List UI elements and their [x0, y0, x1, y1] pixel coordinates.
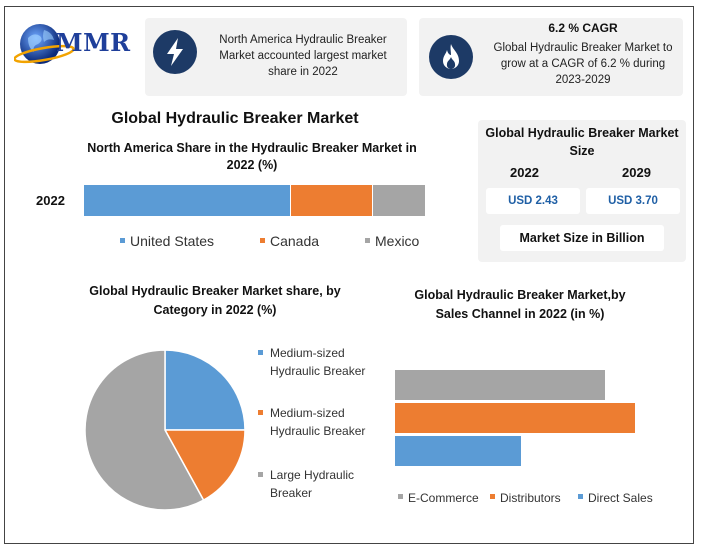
legend-swatch	[258, 410, 263, 415]
legend-label: Distributors	[500, 491, 561, 505]
sales-channel-bar-chart	[395, 370, 635, 466]
legend-label: Mexico	[375, 233, 420, 249]
market-size-year-2029: 2029	[622, 165, 651, 180]
page-title: Global Hydraulic Breaker Market	[111, 110, 359, 127]
legend-swatch	[260, 237, 265, 243]
legend-swatch	[365, 237, 370, 243]
market-size-value-2029: USD 3.70	[586, 188, 680, 214]
market-size-panel: Global Hydraulic Breaker Market Size 202…	[478, 120, 686, 262]
market-size-title: Global Hydraulic Breaker Market Size	[485, 126, 679, 158]
sales-bar-direct-sales	[395, 436, 521, 466]
legend-swatch	[398, 494, 403, 500]
na-bar-segment-united-states	[84, 185, 291, 216]
sales-legend-item: Direct Sales	[578, 491, 653, 505]
cagr-card-text: Global Hydraulic Breaker Market to grow …	[493, 42, 673, 86]
na-bar-segment-mexico	[372, 185, 426, 216]
legend-swatch	[258, 350, 263, 355]
legend-swatch	[120, 237, 125, 243]
na-chart-title: North America Share in the Hydraulic Bre…	[87, 141, 417, 172]
flame-icon	[429, 35, 473, 79]
sales-channel-chart-title: Global Hydraulic Breaker Market,by Sales…	[414, 288, 626, 321]
pie-legend-item: Medium-sized Hydraulic Breaker	[258, 344, 383, 380]
legend-swatch	[258, 472, 263, 477]
globe-icon	[14, 24, 75, 64]
market-size-value-2022: USD 2.43	[486, 188, 580, 214]
na-chart-category-label: 2022	[36, 193, 65, 208]
na-stacked-bar	[84, 185, 426, 216]
na-legend-item: Mexico	[365, 233, 419, 249]
legend-label: Canada	[270, 233, 320, 249]
category-pie-chart	[84, 349, 246, 511]
legend-swatch	[490, 494, 495, 500]
sales-bar-distributors	[395, 403, 635, 433]
cagr-title: 6.2 % CAGR	[548, 21, 618, 35]
legend-label: United States	[130, 233, 215, 249]
legend-swatch	[578, 494, 583, 500]
legend-label: E-Commerce	[408, 491, 479, 505]
sales-bar-e-commerce	[395, 370, 605, 400]
legend-label: Medium-sized Hydraulic Breaker	[270, 406, 366, 438]
brand-name: MMR	[56, 28, 131, 57]
na-legend-item: Canada	[260, 233, 319, 249]
sales-legend-item: Distributors	[490, 491, 561, 505]
market-size-unit: Market Size in Billion	[500, 225, 664, 251]
share-card-text: North America Hydraulic Breaker Market a…	[219, 34, 387, 78]
legend-label: Large Hydraulic Breaker	[270, 468, 355, 500]
na-bar-segment-canada	[290, 185, 373, 216]
pie-legend-item: Large Hydraulic Breaker	[258, 466, 383, 502]
sales-legend-item: E-Commerce	[398, 491, 479, 505]
pie-slice-1	[163, 429, 246, 502]
legend-label: Direct Sales	[588, 491, 653, 505]
na-legend-item: United States	[120, 233, 214, 249]
cagr-card: 6.2 % CAGR Global Hydraulic Breaker Mark…	[419, 18, 683, 96]
share-card: North America Hydraulic Breaker Market a…	[145, 18, 407, 96]
pie-slice-0	[164, 349, 246, 431]
pie-slice-2	[84, 349, 205, 511]
pie-legend-item: Medium-sized Hydraulic Breaker	[258, 404, 383, 440]
market-size-year-2022: 2022	[510, 165, 539, 180]
lightning-bolt-icon	[153, 30, 197, 74]
category-chart-title: Global Hydraulic Breaker Market share, b…	[89, 284, 341, 317]
legend-label: Medium-sized Hydraulic Breaker	[270, 346, 366, 378]
